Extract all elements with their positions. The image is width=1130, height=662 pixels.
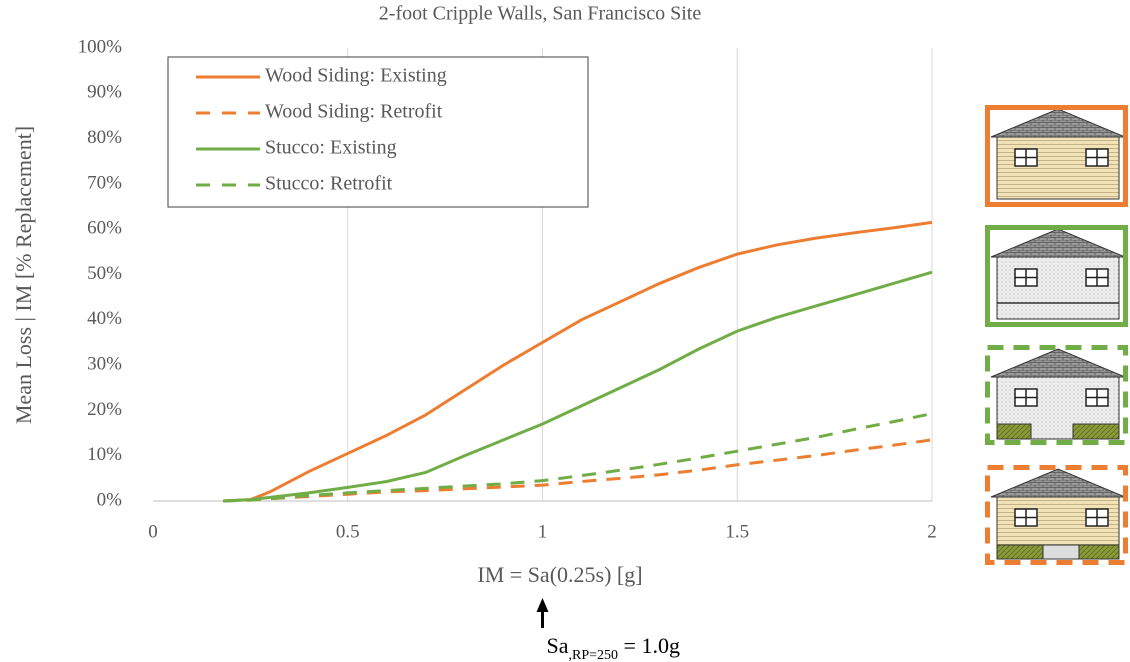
- annotation-suffix: = 1.0g: [618, 633, 680, 658]
- data-line: [223, 222, 932, 501]
- house-stucco-retrofit: [988, 348, 1126, 443]
- annotation-text: Sa,RP=250 = 1.0g: [547, 633, 680, 662]
- legend-label: Wood Siding: Existing: [265, 65, 447, 87]
- y-tick-label: 100%: [78, 36, 123, 57]
- y-tick-label: 80%: [87, 127, 122, 148]
- y-tick-label: 90%: [87, 82, 122, 103]
- data-line: [223, 272, 932, 501]
- y-tick-label: 0%: [97, 489, 123, 510]
- legend-label: Stucco: Retrofit: [265, 173, 393, 195]
- annotation-arrowhead: [537, 598, 549, 612]
- y-tick-label: 20%: [87, 399, 122, 420]
- legend-label: Stucco: Existing: [265, 137, 397, 159]
- data-line: [223, 440, 932, 501]
- annotation-base: Sa: [547, 633, 569, 658]
- chart-title: 2-foot Cripple Walls, San Francisco Site: [379, 3, 702, 25]
- x-tick-label: 0.5: [336, 521, 360, 542]
- house-wood-retrofit: [988, 468, 1126, 563]
- x-tick-label: 1: [538, 521, 548, 542]
- y-tick-label: 50%: [87, 263, 122, 284]
- house-stucco-existing: [988, 228, 1126, 325]
- x-tick-label: 2: [927, 521, 937, 542]
- x-tick-label: 1.5: [725, 521, 749, 542]
- y-axis-label: Mean Loss | IM [% Replacement]: [11, 126, 36, 424]
- y-tick-label: 70%: [87, 172, 122, 193]
- y-tick-label: 60%: [87, 218, 122, 239]
- y-tick-label: 40%: [87, 308, 122, 329]
- house-wood-existing: [988, 108, 1126, 205]
- data-line: [223, 414, 932, 501]
- y-tick-label: 10%: [87, 444, 122, 465]
- x-axis-label: IM = Sa(0.25s) [g]: [477, 562, 642, 587]
- chart: 2-foot Cripple Walls, San Francisco Site…: [0, 0, 1130, 662]
- annotation-subscript: ,RP=250: [569, 648, 619, 662]
- legend-label: Wood Siding: Retrofit: [265, 101, 443, 123]
- x-tick-label: 0: [148, 521, 158, 542]
- y-tick-label: 30%: [87, 353, 122, 374]
